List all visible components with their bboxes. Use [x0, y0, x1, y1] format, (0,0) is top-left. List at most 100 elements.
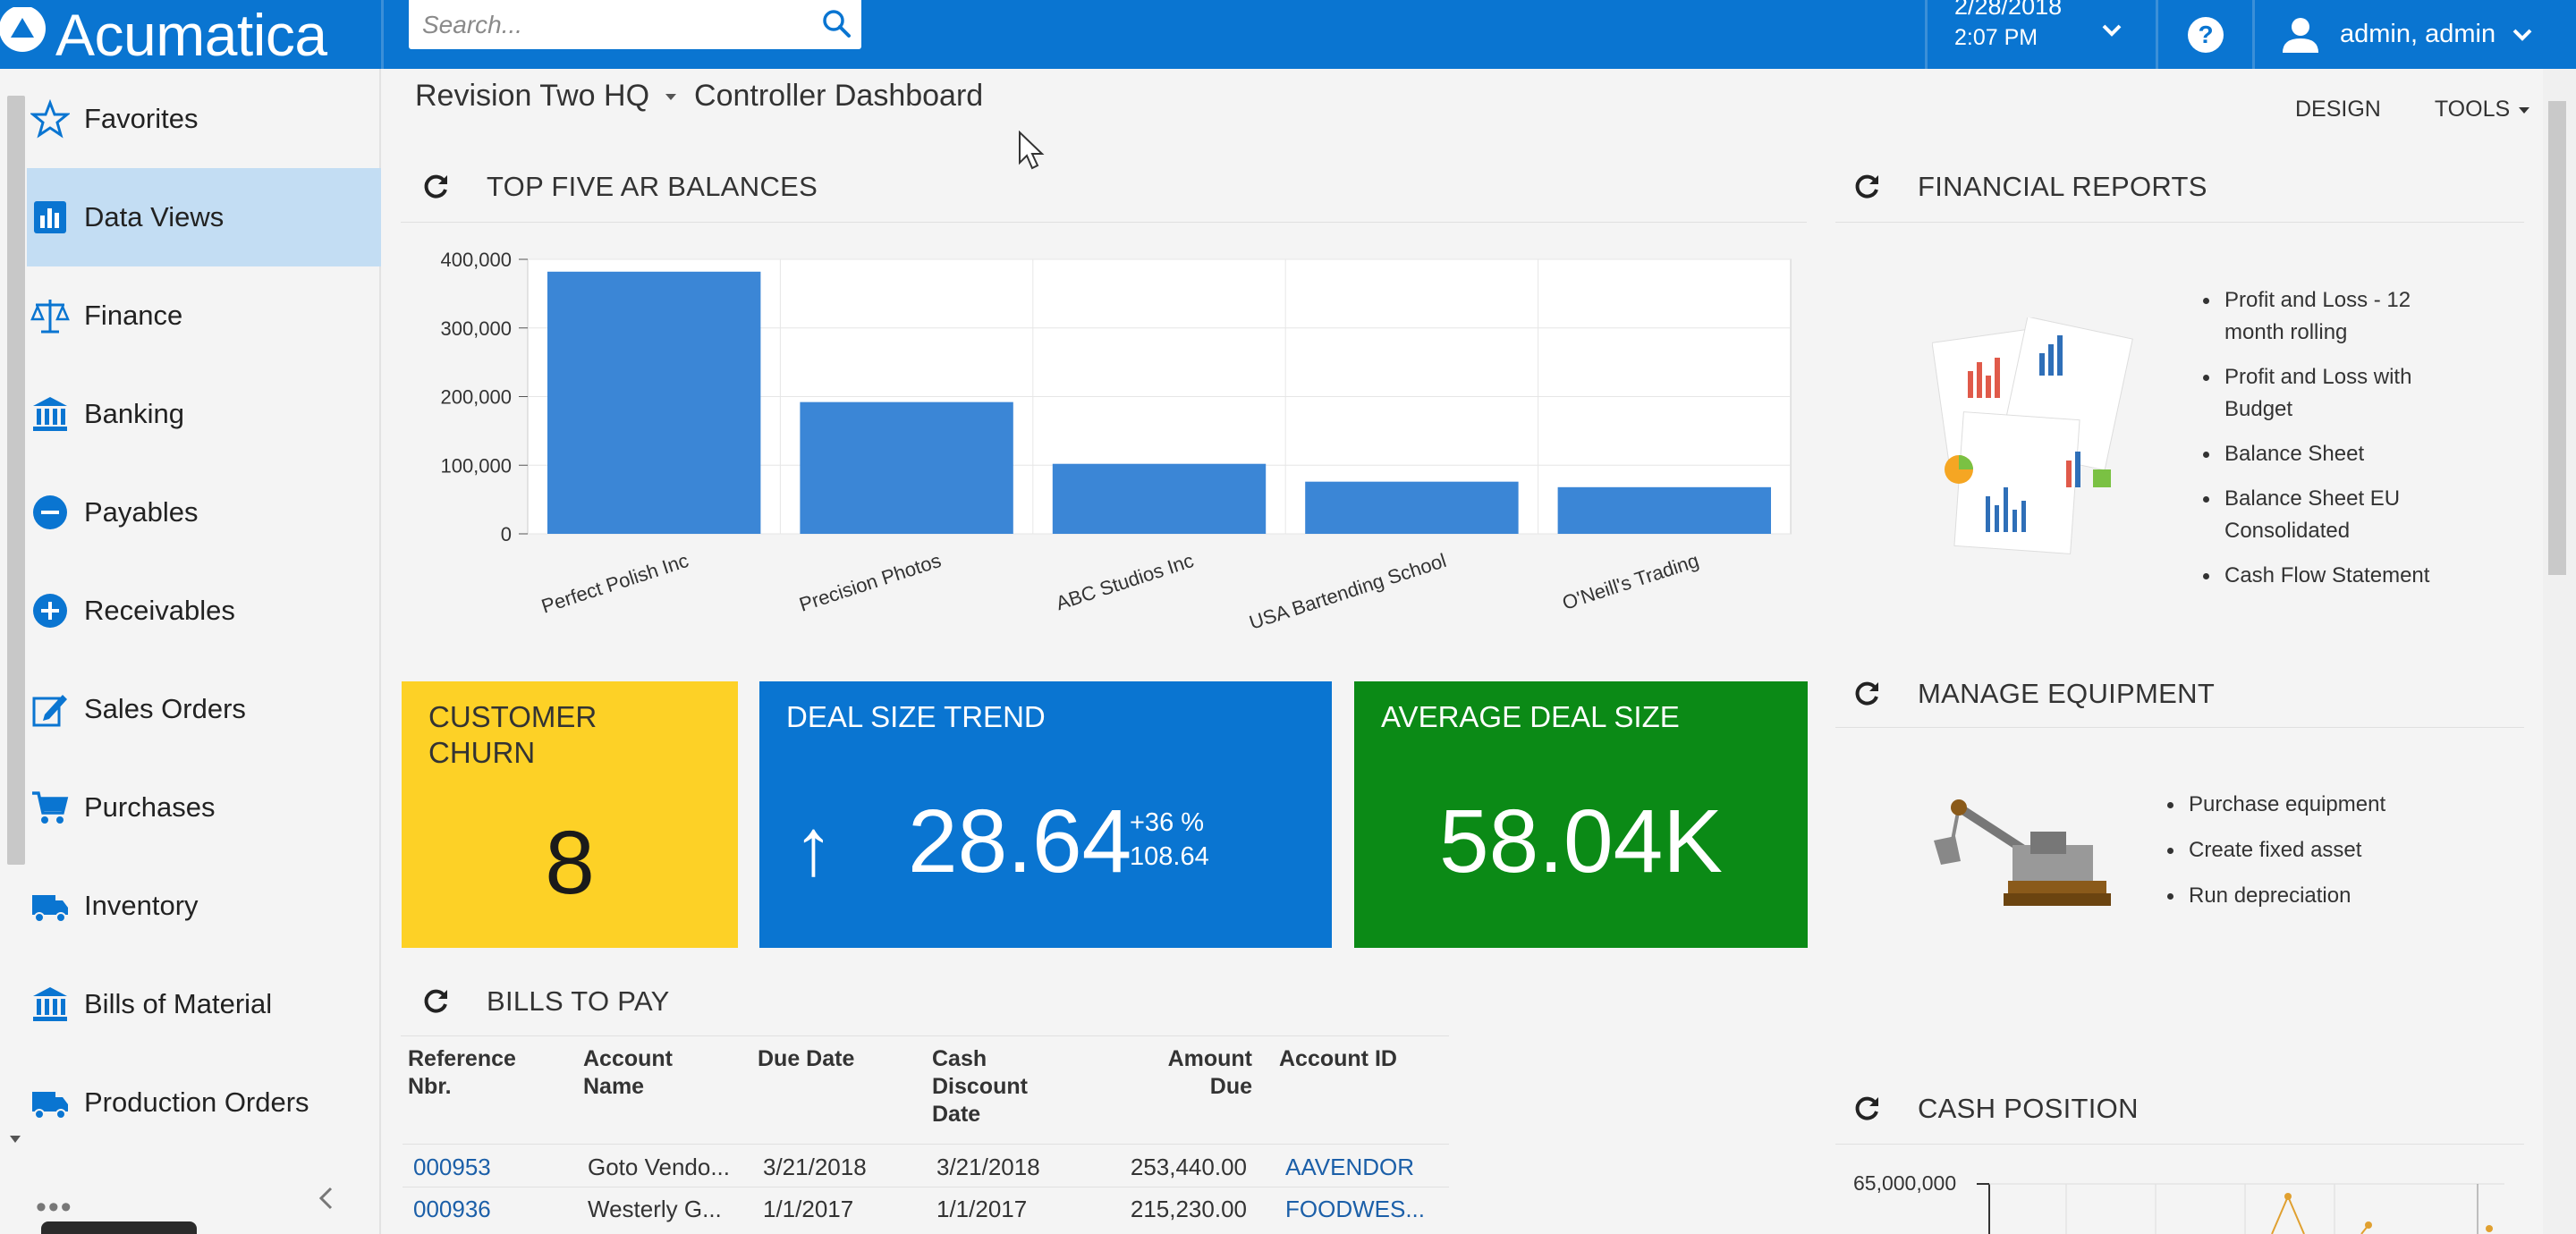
sidebar-item-banking[interactable]: Banking [27, 365, 381, 463]
sidebar-item-label: Payables [84, 496, 199, 528]
column-header-account-id[interactable]: Account ID [1279, 1046, 1397, 1071]
column-header-account-name[interactable]: Account Name [583, 1046, 673, 1099]
refresh-icon[interactable] [420, 986, 451, 1017]
column-header-due-date[interactable]: Due Date [758, 1046, 855, 1071]
design-button[interactable]: DESIGN [2295, 97, 2381, 122]
star-icon [30, 99, 70, 139]
refresh-icon[interactable] [420, 172, 451, 202]
report-link[interactable]: Profit and Loss - 12 month rolling [2196, 284, 2464, 349]
sidebar-item-inventory[interactable]: Inventory [27, 857, 381, 955]
trend-up-arrow-icon: ↑ [793, 803, 834, 892]
sidebar-item-purchases[interactable]: Purchases [27, 758, 381, 857]
refresh-icon[interactable] [1852, 679, 1882, 709]
equipment-actions-list: Purchase equipment Create fixed asset Ru… [2160, 789, 2428, 926]
divider [402, 1187, 1449, 1188]
sidebar-item-sales-orders[interactable]: Sales Orders [27, 660, 381, 758]
sidebar-item-data-views[interactable]: Data Views [27, 168, 381, 266]
sidebar-item-receivables[interactable]: Receivables [27, 562, 381, 660]
more-menu-button[interactable]: ••• [36, 1190, 73, 1224]
user-name: admin, admin [2340, 20, 2496, 48]
ar-balances-chart: 0 100,000 200,000 300,000 400,000 Perfect Pol… [440, 249, 1792, 634]
sidebar-item-favorites[interactable]: Favorites [27, 70, 381, 168]
report-link[interactable]: Cash Flow Statement [2196, 560, 2464, 592]
tile-title: AVERAGE DEAL SIZE [1381, 700, 1680, 733]
search-box[interactable] [409, 0, 861, 49]
account-name-cell: Goto Vendo... [588, 1154, 731, 1180]
acumatica-logo-icon [0, 6, 46, 52]
column-header-amount-due[interactable]: Amount Due [1167, 1046, 1252, 1099]
bar-4 [1305, 481, 1519, 534]
user-menu[interactable]: admin, admin [2254, 0, 2576, 69]
sidebar-item-payables[interactable]: Payables [27, 463, 381, 562]
ref-link[interactable]: 000936 [413, 1196, 491, 1222]
search-icon[interactable] [820, 7, 852, 39]
sidebar-item-label: Production Orders [84, 1086, 309, 1118]
sidebar-item-production-orders[interactable]: Production Orders [27, 1053, 381, 1152]
scrollbar-thumb[interactable] [2548, 101, 2566, 575]
chevron-down-icon [2102, 24, 2122, 37]
bar-1 [547, 271, 761, 534]
report-link[interactable]: Profit and Loss with Budget [2196, 361, 2464, 426]
trend-previous-value: 108.64 [1130, 842, 1209, 871]
refresh-icon[interactable] [1852, 172, 1882, 202]
cash-discount-date-cell: 1/1/2017 [936, 1196, 1028, 1222]
acumatica-logo[interactable]: Acumatica [0, 0, 381, 69]
tools-menu[interactable]: TOOLS [2435, 97, 2531, 123]
tile-title: CUSTOMER CHURN [428, 700, 597, 769]
page-scrollbar[interactable] [2543, 69, 2576, 1234]
sidebar-scrollbar[interactable] [7, 96, 25, 865]
trend-percent-change: +36 % [1130, 808, 1205, 837]
y-tick-label: 100,000 [440, 454, 512, 477]
sidebar-item-label: Receivables [84, 595, 235, 626]
edit-icon [32, 695, 67, 727]
refresh-icon[interactable] [1852, 1094, 1882, 1124]
widget-title: FINANCIAL REPORTS [1918, 171, 2207, 202]
financial-reports-list: Profit and Loss - 12 month rolling Profi… [2196, 284, 2464, 604]
bar-5 [1557, 486, 1771, 534]
report-link[interactable]: Balance Sheet [2196, 438, 2464, 470]
scales-icon [30, 300, 70, 334]
y-tick-label: 200,000 [440, 386, 512, 409]
column-header-cash-discount-date[interactable]: Cash Discount Date [932, 1046, 1028, 1127]
sidebar-item-bills-of-material[interactable]: Bills of Material [27, 955, 381, 1053]
account-id-link[interactable]: AAVENDOR [1285, 1154, 1414, 1180]
breadcrumb: Revision Two HQ Controller Dashboard [415, 79, 983, 114]
caret-down-icon [2519, 106, 2530, 114]
caret-down-icon[interactable] [662, 88, 680, 106]
equipment-action-link[interactable]: Run depreciation [2160, 880, 2428, 912]
business-date-selector[interactable]: 2/28/2018 2:07 PM [1929, 0, 2162, 69]
top-bar: Acumatica 2/28/2018 2:07 PM ? admin, adm… [0, 0, 2576, 69]
equipment-action-link[interactable]: Purchase equipment [2160, 789, 2428, 821]
amount-due-cell: 215,230.00 [1130, 1196, 1247, 1222]
widget-title: CASH POSITION [1918, 1093, 2139, 1124]
report-link[interactable]: Balance Sheet EU Consolidated [2196, 483, 2464, 547]
sidebar-item-label: Finance [84, 300, 183, 331]
company-selector[interactable]: Revision Two HQ [415, 79, 650, 113]
sidebar-item-label: Favorites [84, 103, 199, 134]
divider [402, 1144, 1449, 1145]
equipment-action-link[interactable]: Create fixed asset [2160, 834, 2428, 866]
average-deal-size-tile[interactable]: AVERAGE DEAL SIZE 58.04K [1354, 681, 1808, 948]
scroll-down-arrow-icon[interactable] [9, 1133, 21, 1145]
sidebar-item-label: Bills of Material [84, 988, 273, 1019]
divider [1835, 222, 2524, 223]
search-input[interactable] [422, 10, 798, 39]
x-tick-label: Precision Photos [796, 549, 944, 616]
table-row[interactable]: 000936 Westerly G... 1/1/2017 1/1/2017 2… [402, 1188, 1449, 1230]
deal-size-trend-tile[interactable]: DEAL SIZE TREND ↑ 28.64 +36 % 108.64 [759, 681, 1332, 948]
column-header-ref[interactable]: Reference Nbr. [408, 1046, 516, 1099]
sidebar-item-finance[interactable]: Finance [27, 266, 381, 365]
bar-3 [1052, 463, 1267, 534]
cash-position-chart [1977, 1183, 2504, 1234]
account-id-link[interactable]: FOODWES... [1285, 1196, 1425, 1222]
dashboard-actions: DESIGN TOOLS [2272, 97, 2531, 123]
bar-chart-icon [34, 201, 66, 233]
customer-churn-tile[interactable]: CUSTOMER CHURN 8 [402, 681, 738, 948]
ref-link[interactable]: 000953 [413, 1154, 491, 1180]
table-row[interactable]: 000953 Goto Vendo... 3/21/2018 3/21/2018… [402, 1146, 1449, 1188]
sidebar-item-label: Sales Orders [84, 693, 246, 724]
collapse-sidebar-icon[interactable] [313, 1185, 340, 1212]
bank-icon [33, 397, 67, 431]
sidebar-item-label: Banking [84, 398, 185, 429]
help-button[interactable]: ? [2157, 0, 2254, 69]
